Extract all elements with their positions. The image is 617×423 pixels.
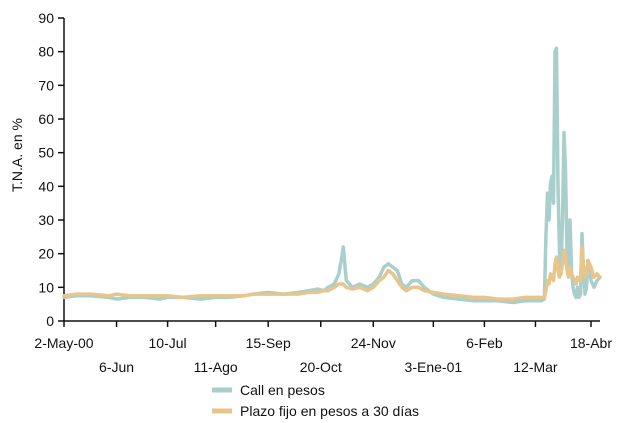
x-axis: 2-May-00 10-Jul 15-Sep 24-Nov 6-Feb 18-Abr 6-J… [34,320,612,375]
x-tick-label: 3-Ene-01 [405,359,463,375]
series-line-0 [62,46,602,305]
legend-label: Plazo fijo en pesos a 30 días [240,403,419,419]
x-tick-label: 11-Ago [194,359,238,375]
x-tick-label: 18-Abr [570,335,612,351]
legend-label: Call en pesos [240,382,325,398]
y-tick-label: 60 [38,111,54,127]
y-tick-label: 0 [46,313,54,329]
y-tick-label: 40 [38,178,54,194]
series-line-1 [62,245,602,301]
y-tick-label: 70 [38,77,54,93]
y-axis: 0 10 20 30 40 50 60 70 80 90 [38,10,65,329]
x-tick-label: 6-Jun [99,359,134,375]
y-tick-label: 90 [38,10,54,26]
y-tick-label: 80 [38,44,54,60]
y-tick-label: 20 [38,246,54,262]
x-tick-label: 2-May-00 [34,335,93,351]
x-tick-label: 12-Mar [513,359,558,375]
x-tick-label: 6-Feb [466,335,503,351]
legend: Call en pesos Plazo fijo en pesos a 30 dí… [212,382,419,419]
x-tick-label: 24-Nov [351,335,396,351]
plot-area [62,46,602,305]
y-tick-label: 50 [38,145,54,161]
x-tick-label: 20-Oct [300,359,342,375]
x-tick-label: 15-Sep [246,335,291,351]
y-tick-label: 10 [38,279,54,295]
y-axis-title: T.N.A. en % [9,118,25,192]
y-tick-label: 30 [38,212,54,228]
x-tick-label: 10-Jul [149,335,187,351]
